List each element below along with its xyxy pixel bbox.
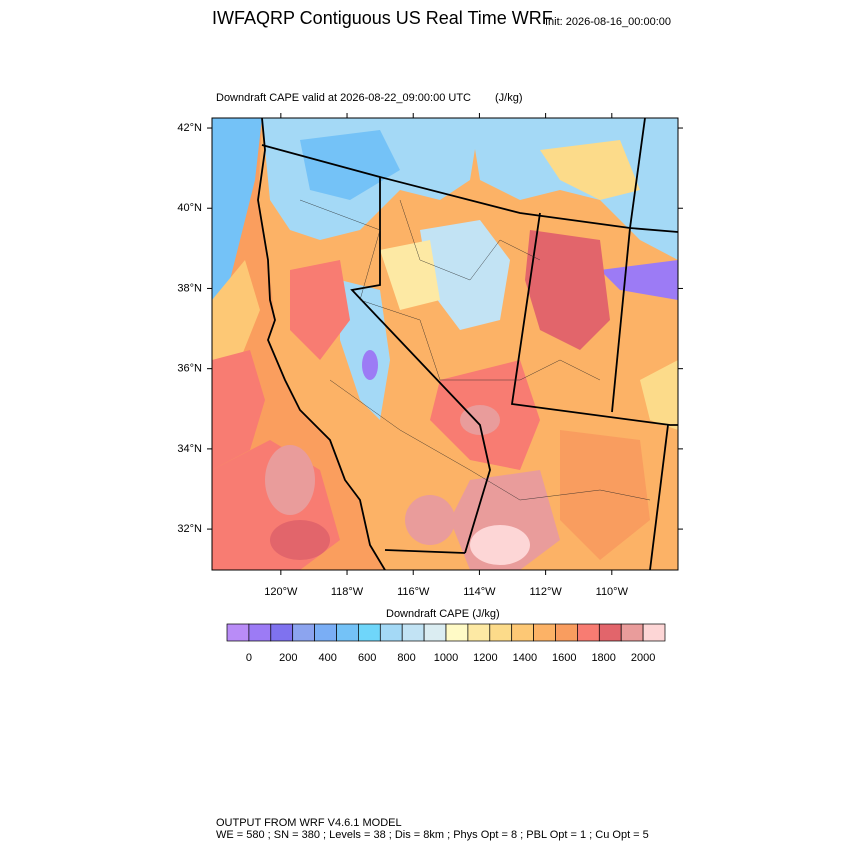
- colorbar-box: [423, 623, 447, 642]
- colorbar-box: [555, 623, 578, 642]
- lon-label: 114°W: [463, 586, 496, 598]
- colorbar-tick-label: 1000: [434, 652, 458, 664]
- colorbar-box: [511, 623, 534, 642]
- colorbar-tick-label: 800: [397, 652, 415, 664]
- title: IWFAQRP Contiguous US Real Time WRF: [212, 8, 553, 28]
- footer-line: OUTPUT FROM WRF V4.6.1 MODEL: [216, 817, 402, 829]
- colorbar-tick-label: 1600: [552, 652, 576, 664]
- colorbar-box: [620, 623, 644, 642]
- lon-label: 116°W: [397, 586, 430, 598]
- lon-label: 110°W: [596, 586, 629, 598]
- colorbar-tick-label: 1200: [473, 652, 497, 664]
- footer-line: WE = 580 ; SN = 380 ; Levels = 38 ; Dis …: [216, 829, 649, 841]
- init-time: Init: 2026-08-16_00:00:00: [545, 16, 671, 28]
- lat-label: 36°N: [177, 363, 202, 375]
- colorbar-box: [314, 623, 337, 642]
- colorbar-box: [489, 623, 513, 642]
- lat-label: 42°N: [177, 122, 202, 134]
- colorbar-box: [445, 623, 469, 642]
- colorbar-title: Downdraft CAPE (J/kg): [386, 608, 500, 620]
- colorbar-box: [533, 623, 556, 642]
- colorbar: 0 200 400 600 800 1000 1200 1400 1600 1800 2000: [226, 623, 666, 664]
- colorbar-box: [598, 623, 622, 642]
- lon-label: 118°W: [331, 586, 364, 598]
- colorbar-tick-label: 600: [358, 652, 376, 664]
- colorbar-box: [577, 623, 600, 642]
- colorbar-box: [336, 623, 359, 642]
- colorbar-box: [226, 623, 250, 642]
- lon-label: 112°W: [529, 586, 562, 598]
- colorbar-box: [379, 623, 403, 642]
- boundaries: [257, 117, 679, 571]
- colorbar-box: [248, 623, 272, 642]
- lat-label: 34°N: [177, 443, 202, 455]
- lat-label: 40°N: [177, 202, 202, 214]
- colorbar-box: [467, 623, 491, 642]
- colorbar-tick-label: 1400: [513, 652, 537, 664]
- map-frame: [211, 117, 679, 571]
- lat-label: 38°N: [177, 282, 202, 294]
- colorbar-tick-label: 1800: [591, 652, 615, 664]
- colorbar-box: [292, 623, 315, 642]
- colorbar-tick-label: 200: [279, 652, 297, 664]
- colorbar-box: [401, 623, 425, 642]
- colorbar-tick-label: 2000: [631, 652, 655, 664]
- colorbar-box: [642, 623, 666, 642]
- map-field: [212, 118, 678, 570]
- lon-label: 120°W: [264, 586, 298, 598]
- colorbar-box: [358, 623, 381, 642]
- colorbar-tick-label: 400: [319, 652, 337, 664]
- colorbar-tick-label: 0: [246, 652, 252, 664]
- subtitle: Downdraft CAPE valid at 2026-08-22_09:00…: [216, 92, 471, 104]
- colorbar-box: [270, 623, 294, 642]
- units: (J/kg): [495, 92, 523, 104]
- lat-label: 32°N: [177, 523, 202, 535]
